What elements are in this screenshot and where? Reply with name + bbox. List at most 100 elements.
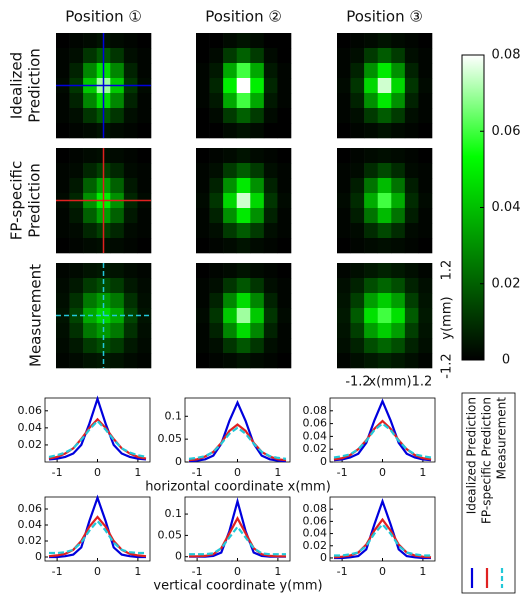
heatmap-cell <box>391 278 406 294</box>
heatmap-cell <box>83 263 98 279</box>
heatmap-cell <box>137 63 152 79</box>
heatmap-cell <box>364 308 379 324</box>
row-label: FP-specific <box>8 161 26 240</box>
heatmap-cell <box>364 123 379 139</box>
heatmap-cell <box>263 308 278 324</box>
heatmap-cell <box>391 178 406 194</box>
heatmap-cell <box>364 108 379 124</box>
heatmap-cell <box>404 48 419 64</box>
heatmap-cell <box>263 223 278 239</box>
x-tick-label: -1 <box>52 565 63 578</box>
heatmap-cell <box>350 353 365 369</box>
y-tick-label: 0 <box>175 455 182 468</box>
plot-frame <box>329 397 436 463</box>
heatmap-cell <box>391 93 406 109</box>
heatmap-cell <box>56 263 70 279</box>
heatmap-cell <box>83 293 98 309</box>
heatmap-cell <box>337 78 351 94</box>
heatmap-cell <box>110 148 125 164</box>
x-tick-label: -1 <box>52 466 63 479</box>
heatmap-cell <box>337 223 351 239</box>
legend-label: Measurement <box>495 397 509 480</box>
heatmap-cell <box>137 178 152 194</box>
heatmap-cell <box>137 223 152 239</box>
heatmap-cell <box>110 108 125 124</box>
data-line <box>334 497 431 560</box>
heatmap-cell <box>418 178 433 194</box>
heatmap-cell <box>196 48 210 64</box>
heatmap-cell <box>236 193 251 209</box>
heatmap-cell <box>391 338 406 354</box>
heatmap-cell <box>236 93 251 109</box>
heatmap-cell <box>110 323 125 339</box>
heatmap-cell <box>223 223 238 239</box>
data-line <box>188 423 287 462</box>
heatmap-cell <box>277 193 292 209</box>
heatmap-cell <box>250 163 265 179</box>
heatmap-cell <box>364 148 379 164</box>
heatmap-cell <box>123 293 138 309</box>
heatmap-cell <box>418 223 433 239</box>
heatmap-cell <box>277 338 292 354</box>
heatmap-cell <box>137 33 152 49</box>
plot-frame <box>184 397 291 463</box>
heatmap-cell <box>223 48 238 64</box>
heatmap-cell <box>418 278 433 294</box>
y-tick-label: 0 <box>175 550 182 563</box>
y-tick-label: 0 <box>320 551 327 564</box>
heatmap-cell <box>364 263 379 279</box>
data-line <box>188 426 287 460</box>
y-tick-label: 0.06 <box>303 417 328 430</box>
y-tick-label: 0.02 <box>18 438 43 451</box>
heatmap-cell <box>123 278 138 294</box>
heatmap-cell <box>83 33 98 49</box>
data-line <box>334 522 431 557</box>
row-label: Prediction <box>26 48 44 123</box>
heatmap-cell <box>337 163 351 179</box>
heatmap-cell <box>209 108 224 124</box>
heatmap-cell <box>196 193 210 209</box>
heatmap-cell <box>83 93 98 109</box>
heatmap-cell <box>123 208 138 224</box>
heatmap-cell <box>223 238 238 254</box>
heatmap-cell <box>350 163 365 179</box>
heatmap-cell <box>223 178 238 194</box>
heatmap-cell <box>250 78 265 94</box>
heatmap-cell <box>110 308 125 324</box>
heatmap-cell <box>223 338 238 354</box>
data-line <box>189 497 286 558</box>
data-line <box>333 398 432 462</box>
y-tick-label: 0.02 <box>303 539 328 552</box>
heatmap-cell <box>418 338 433 354</box>
heatmap-cell <box>250 293 265 309</box>
heatmap-cell <box>364 178 379 194</box>
heatmap-cell <box>277 48 292 64</box>
heatmap-cell <box>123 148 138 164</box>
heatmap-cell <box>110 123 125 139</box>
data-line <box>48 419 147 458</box>
heatmap-cell <box>56 93 70 109</box>
y-tick-label: 0.1 <box>165 409 183 422</box>
heatmap-cell <box>337 33 351 49</box>
heatmap-cell <box>350 33 365 49</box>
heatmap-cell <box>263 338 278 354</box>
heatmap-cell <box>110 238 125 254</box>
y-tick-label: 0.06 <box>18 502 43 515</box>
y-tick-label: 0.04 <box>18 518 43 531</box>
heatmap-cell <box>137 278 152 294</box>
heatmap-cell <box>404 123 419 139</box>
heatmap-cell <box>263 193 278 209</box>
heatmap-cell <box>69 353 84 369</box>
heatmap-cell <box>56 48 70 64</box>
heatmap-cell <box>209 148 224 164</box>
colorbar-tick-label: 0.02 <box>492 276 521 291</box>
heatmap-cell <box>377 63 392 79</box>
heatmap-cell <box>418 208 433 224</box>
heatmap-cell <box>56 178 70 194</box>
heatmap-cell <box>377 123 392 139</box>
heatmap-cell <box>69 163 84 179</box>
x-tick-label: 1 <box>274 466 281 479</box>
heatmap-cell <box>350 238 365 254</box>
heatmap-cell <box>364 193 379 209</box>
